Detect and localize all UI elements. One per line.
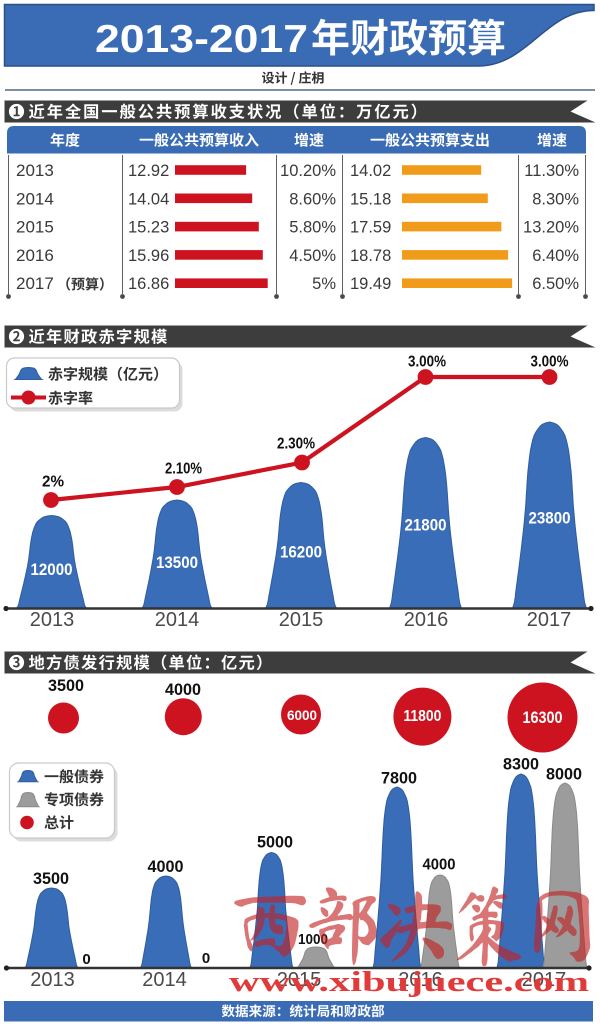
svg-text:17.59: 17.59 <box>350 219 391 237</box>
svg-text:2017: 2017 <box>522 969 567 991</box>
svg-text:15.18: 15.18 <box>350 190 391 208</box>
svg-text:3.00%: 3.00% <box>408 354 446 371</box>
svg-text:2013-2017: 2013-2017 <box>95 18 308 61</box>
svg-text:6000: 6000 <box>287 708 317 723</box>
svg-text:18.78: 18.78 <box>350 247 391 265</box>
svg-text:2014: 2014 <box>142 969 187 991</box>
svg-text:2015: 2015 <box>277 969 322 991</box>
svg-text:2016: 2016 <box>404 609 449 631</box>
svg-text:www.xibujuece.com: www.xibujuece.com <box>229 966 589 998</box>
svg-text:10.20%: 10.20% <box>280 162 336 180</box>
svg-text:8.30%: 8.30% <box>532 190 579 208</box>
svg-text:3500: 3500 <box>48 676 84 695</box>
svg-text:4.50%: 4.50% <box>289 247 336 265</box>
svg-text:14.02: 14.02 <box>350 162 391 180</box>
svg-text:8.60%: 8.60% <box>289 190 336 208</box>
svg-text:8300: 8300 <box>503 755 539 774</box>
svg-text:2017: 2017 <box>527 609 572 631</box>
svg-text:8000: 8000 <box>546 765 582 784</box>
svg-text:2016: 2016 <box>398 969 443 991</box>
svg-text:2013: 2013 <box>30 969 75 991</box>
svg-text:13500: 13500 <box>156 553 198 572</box>
svg-text:21800: 21800 <box>405 516 447 535</box>
svg-text:4000: 4000 <box>148 857 184 876</box>
svg-text:3500: 3500 <box>33 869 69 888</box>
svg-text:7800: 7800 <box>381 769 417 788</box>
svg-text:12.92: 12.92 <box>128 162 169 180</box>
svg-text:5%: 5% <box>312 275 336 293</box>
svg-text:3.00%: 3.00% <box>531 354 569 371</box>
svg-text:2.10%: 2.10% <box>165 461 202 478</box>
svg-text:11.30%: 11.30% <box>524 162 579 180</box>
svg-text:12000: 12000 <box>31 560 73 579</box>
svg-text:2%: 2% <box>42 474 64 491</box>
svg-text:2013: 2013 <box>16 161 54 180</box>
svg-text:15.23: 15.23 <box>128 219 169 237</box>
svg-text:0: 0 <box>82 951 90 968</box>
svg-text:6.50%: 6.50% <box>532 275 579 293</box>
svg-text:13.20%: 13.20% <box>523 219 579 237</box>
svg-text:2.30%: 2.30% <box>277 436 315 453</box>
svg-text:0: 0 <box>202 950 210 967</box>
svg-text:2016: 2016 <box>16 246 54 265</box>
svg-text:16300: 16300 <box>523 708 563 727</box>
svg-text:5.80%: 5.80% <box>289 219 336 237</box>
svg-text:16.86: 16.86 <box>128 275 169 293</box>
svg-text:4000: 4000 <box>423 857 456 874</box>
svg-text:6.40%: 6.40% <box>532 247 579 265</box>
svg-text:2013: 2013 <box>30 609 75 631</box>
svg-text:2015: 2015 <box>279 609 324 631</box>
svg-text:2014: 2014 <box>155 609 200 631</box>
svg-text:4000: 4000 <box>165 680 201 699</box>
svg-text:11800: 11800 <box>403 708 441 725</box>
svg-text:2015: 2015 <box>16 218 54 237</box>
svg-text:15.96: 15.96 <box>128 247 169 265</box>
svg-text:16200: 16200 <box>280 543 322 562</box>
svg-text:2014: 2014 <box>16 189 54 208</box>
svg-text:19.49: 19.49 <box>350 275 391 293</box>
svg-text:2017: 2017 <box>16 274 54 293</box>
svg-text:23800: 23800 <box>529 509 571 528</box>
svg-text:14.04: 14.04 <box>128 190 169 208</box>
svg-text:5000: 5000 <box>257 833 293 852</box>
